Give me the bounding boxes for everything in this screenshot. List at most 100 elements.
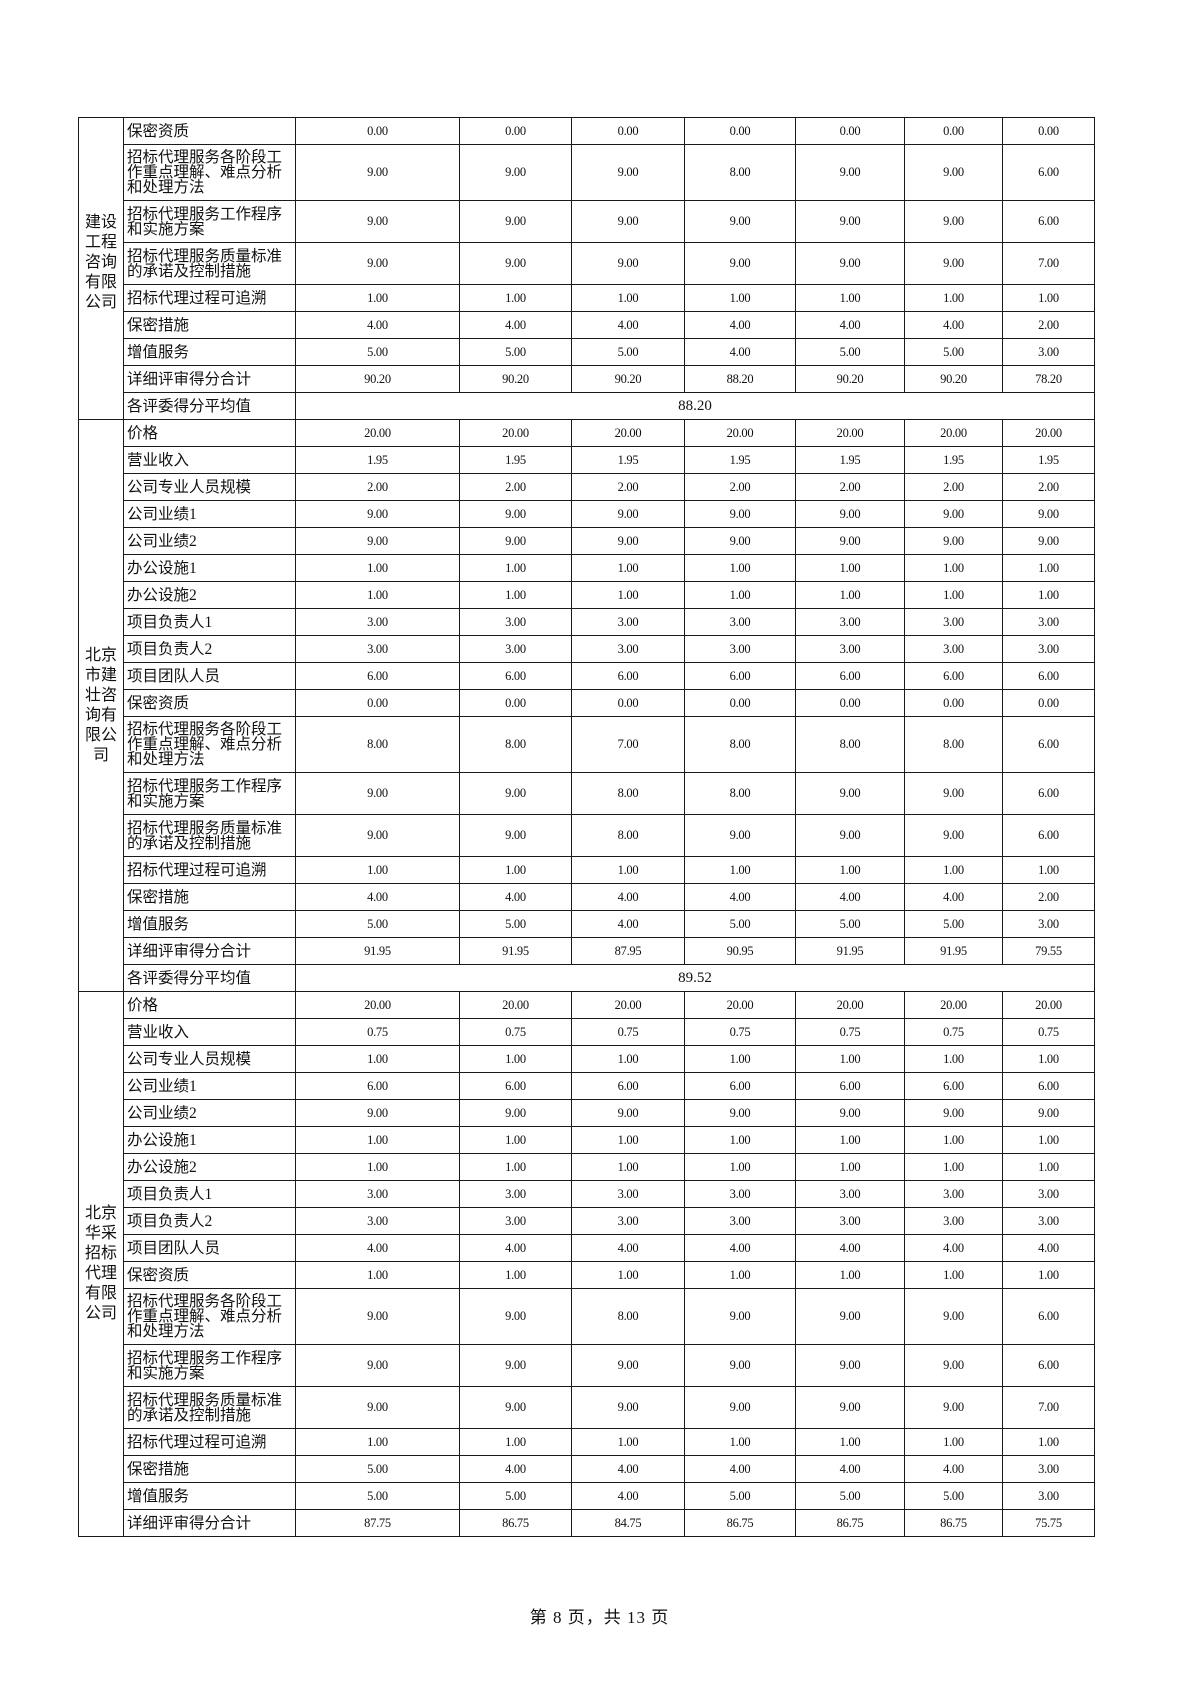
score-cell: 1.00 — [571, 1045, 685, 1073]
score-cell: 1.00 — [295, 1045, 460, 1073]
criterion-label: 公司业绩1 — [123, 1072, 296, 1100]
score-cell: 1.00 — [571, 1153, 685, 1181]
criterion-label: 项目负责人2 — [123, 1207, 296, 1235]
table-row: 招标代理服务质量标准的承诺及控制措施 9.00 9.00 9.00 9.00 9.00 9.… — [79, 242, 1095, 285]
criterion-label: 保密措施 — [123, 311, 296, 339]
score-cell: 1.00 — [795, 1126, 905, 1154]
table-row: 招标代理服务各阶段工作重点理解、难点分析和处理方法 9.00 9.00 8.00 9.0… — [79, 1288, 1095, 1345]
score-cell: 1.00 — [459, 1153, 572, 1181]
average-label: 各评委得分平均值 — [123, 964, 296, 992]
score-cell: 4.00 — [295, 1234, 460, 1262]
score-cell: 9.00 — [684, 1099, 796, 1127]
table-row: 办公设施2 1.00 1.00 1.00 1.00 1.00 1.00 1.00 — [79, 1153, 1095, 1181]
score-cell: 1.00 — [1002, 581, 1095, 609]
score-cell: 1.95 — [904, 446, 1003, 474]
criterion-label: 营业收入 — [123, 1018, 296, 1046]
score-cell: 3.00 — [795, 1180, 905, 1208]
score-cell: 5.00 — [684, 1482, 796, 1510]
score-cell: 4.00 — [684, 311, 796, 339]
score-cell: 6.00 — [571, 662, 685, 690]
score-cell: 9.00 — [795, 500, 905, 528]
score-cell: 88.20 — [684, 365, 796, 393]
score-cell: 9.00 — [795, 1386, 905, 1429]
score-cell: 20.00 — [295, 991, 460, 1019]
score-cell: 91.95 — [904, 937, 1003, 965]
score-cell: 9.00 — [795, 527, 905, 555]
score-cell: 0.00 — [295, 117, 460, 145]
score-cell: 9.00 — [795, 200, 905, 243]
score-cell: 6.00 — [459, 1072, 572, 1100]
table-row: 增值服务 5.00 5.00 5.00 4.00 5.00 5.00 3.00 — [79, 338, 1095, 366]
criterion-label: 保密资质 — [123, 1261, 296, 1289]
score-cell: 2.00 — [459, 473, 572, 501]
score-cell: 1.00 — [684, 581, 796, 609]
score-cell: 3.00 — [1002, 1455, 1095, 1483]
score-cell: 9.00 — [571, 527, 685, 555]
score-cell: 1.00 — [904, 1045, 1003, 1073]
score-cell: 1.95 — [459, 446, 572, 474]
score-cell: 1.00 — [904, 284, 1003, 312]
score-cell: 4.00 — [795, 1455, 905, 1483]
score-cell: 20.00 — [459, 991, 572, 1019]
criterion-label: 办公设施2 — [123, 581, 296, 609]
score-cell: 87.95 — [571, 937, 685, 965]
table-row: 项目团队人员 6.00 6.00 6.00 6.00 6.00 6.00 6.00 — [79, 662, 1095, 690]
score-cell: 1.95 — [1002, 446, 1095, 474]
score-cell: 1.00 — [1002, 1153, 1095, 1181]
score-cell: 7.00 — [1002, 242, 1095, 285]
score-cell: 9.00 — [459, 200, 572, 243]
score-cell: 5.00 — [571, 338, 685, 366]
table-row: 项目负责人2 3.00 3.00 3.00 3.00 3.00 3.00 3.00 — [79, 1207, 1095, 1235]
score-cell: 6.00 — [1002, 662, 1095, 690]
score-cell: 3.00 — [459, 608, 572, 636]
score-cell: 2.00 — [1002, 473, 1095, 501]
criterion-label: 招标代理服务工作程序和实施方案 — [123, 200, 296, 243]
score-cell: 20.00 — [459, 419, 572, 447]
company-name: 建设工程咨询有限公司 — [78, 117, 124, 420]
score-cell: 1.00 — [904, 581, 1003, 609]
criterion-label: 招标代理过程可追溯 — [123, 856, 296, 884]
score-cell: 9.00 — [571, 242, 685, 285]
score-cell: 2.00 — [295, 473, 460, 501]
score-cell: 5.00 — [295, 910, 460, 938]
criterion-label: 办公设施2 — [123, 1153, 296, 1181]
score-cell: 0.00 — [1002, 117, 1095, 145]
criterion-label: 价格 — [123, 419, 296, 447]
table-row: 招标代理服务各阶段工作重点理解、难点分析和处理方法 9.00 9.00 9.00 8.0… — [79, 144, 1095, 201]
score-cell: 9.00 — [459, 1386, 572, 1429]
score-cell: 5.00 — [904, 338, 1003, 366]
score-cell: 20.00 — [684, 419, 796, 447]
score-cell: 9.00 — [1002, 1099, 1095, 1127]
score-cell: 9.00 — [295, 1288, 460, 1345]
criterion-label: 项目负责人1 — [123, 608, 296, 636]
score-cell: 3.00 — [295, 635, 460, 663]
score-cell: 5.00 — [795, 1482, 905, 1510]
score-cell: 9.00 — [1002, 527, 1095, 555]
score-cell: 4.00 — [684, 338, 796, 366]
average-label: 各评委得分平均值 — [123, 392, 296, 420]
score-cell: 1.00 — [795, 1428, 905, 1456]
score-cell: 1.95 — [295, 446, 460, 474]
score-cell: 90.95 — [684, 937, 796, 965]
criterion-label: 公司专业人员规模 — [123, 1045, 296, 1073]
score-cell: 3.00 — [795, 1207, 905, 1235]
score-cell: 90.20 — [459, 365, 572, 393]
score-cell: 6.00 — [295, 1072, 460, 1100]
criterion-label: 营业收入 — [123, 446, 296, 474]
criterion-label: 保密资质 — [123, 689, 296, 717]
score-cell: 6.00 — [1002, 716, 1095, 773]
score-cell: 5.00 — [295, 1482, 460, 1510]
table-row: 保密措施 4.00 4.00 4.00 4.00 4.00 4.00 2.00 — [79, 883, 1095, 911]
score-cell: 6.00 — [1002, 1344, 1095, 1387]
score-cell: 4.00 — [571, 311, 685, 339]
score-cell: 1.00 — [459, 1428, 572, 1456]
score-cell: 1.00 — [459, 284, 572, 312]
score-cell: 1.00 — [1002, 856, 1095, 884]
score-cell: 3.00 — [1002, 635, 1095, 663]
score-cell: 4.00 — [571, 910, 685, 938]
score-cell: 1.00 — [571, 1126, 685, 1154]
score-cell: 9.00 — [459, 1288, 572, 1345]
score-cell: 6.00 — [1002, 814, 1095, 857]
score-cell: 6.00 — [795, 1072, 905, 1100]
score-cell: 3.00 — [295, 1180, 460, 1208]
